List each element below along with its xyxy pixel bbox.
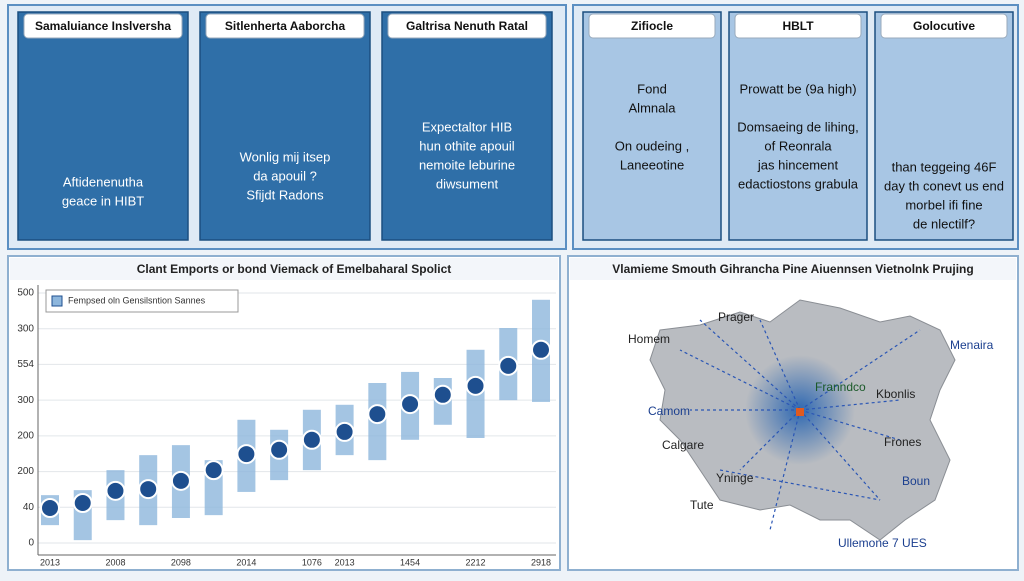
- x-tick-label: 2013: [335, 557, 355, 567]
- x-tick-label: 2013: [40, 557, 60, 567]
- card-text: Aftidenenutha: [63, 174, 144, 189]
- map-label: Yninge: [716, 471, 754, 485]
- dot: [105, 480, 126, 501]
- card-text: Sfijdt Radons: [246, 187, 324, 202]
- dot: [138, 479, 159, 500]
- map-label: Menaira: [950, 338, 994, 352]
- card-header: [880, 13, 1008, 39]
- card-text: Prowatt be (9a high): [739, 81, 856, 96]
- card-text: diwsument: [436, 176, 499, 191]
- x-tick-label: 2014: [236, 557, 256, 567]
- card: [582, 11, 722, 241]
- legend-swatch: [51, 295, 63, 307]
- map-label: Ullemone 7 UES: [838, 536, 927, 550]
- map-label: Tute: [690, 498, 714, 512]
- dot: [170, 470, 191, 491]
- map-label: Camom: [648, 404, 690, 418]
- dot: [236, 444, 257, 465]
- card-text: than teggeing 46F: [892, 159, 997, 174]
- card-header: [205, 13, 365, 39]
- x-tick-label: 2098: [171, 557, 191, 567]
- y-tick-label: 200: [17, 466, 34, 477]
- card-title: Golocutive: [913, 19, 975, 33]
- card-text: de nlectilf?: [913, 216, 975, 231]
- dot: [465, 375, 486, 396]
- card-text: On oudeing ,: [615, 138, 689, 153]
- card-title: Galtrisa Nenuth Ratal: [406, 19, 528, 33]
- card-header: [734, 13, 862, 39]
- card-text: Wonlig mij itsep: [240, 149, 331, 164]
- card: [381, 11, 553, 241]
- card-text: Domsaeing de lihing,: [737, 119, 858, 134]
- map-title: Vlamieme Smouth Gihrancha Pine Aiuennsen…: [612, 262, 973, 276]
- dot: [400, 394, 421, 415]
- dot: [334, 421, 355, 442]
- card-text: Expectaltor HIB: [422, 119, 512, 134]
- card: [874, 11, 1014, 241]
- card: [199, 11, 371, 241]
- y-tick-label: 40: [23, 502, 35, 513]
- card-title: HBLT: [782, 19, 814, 33]
- card-text: Laneeotine: [620, 157, 684, 172]
- chart-title-bar: [10, 258, 558, 280]
- x-tick-label: 2918: [531, 557, 551, 567]
- map-label: Frones: [884, 435, 921, 449]
- card: [728, 11, 868, 241]
- map-label: Homem: [628, 332, 670, 346]
- legend-label: Fempsed oln Gensilsntion Sannes: [68, 295, 206, 305]
- card-header: [588, 13, 716, 39]
- dot: [367, 404, 388, 425]
- dot: [203, 460, 224, 481]
- card-text: da apouil ?: [253, 168, 317, 183]
- dot: [301, 429, 322, 450]
- map-label: Kbonlis: [876, 387, 915, 401]
- card-text: jas hincement: [757, 157, 839, 172]
- y-tick-label: 554: [17, 359, 34, 370]
- card-text: morbel ifi fine: [905, 197, 982, 212]
- dot: [531, 339, 551, 360]
- map-center: [796, 408, 804, 416]
- card-text: nemoite leburine: [419, 157, 515, 172]
- map-label: Calgare: [662, 438, 704, 452]
- card-text: geace in HIBT: [62, 193, 144, 208]
- y-tick-label: 500: [17, 288, 34, 299]
- map-label: Prager: [718, 310, 754, 324]
- card: [17, 11, 189, 241]
- card-title: Zifiocle: [631, 19, 673, 33]
- dot: [72, 493, 93, 513]
- x-tick-label: 2212: [466, 557, 486, 567]
- map-label: Franndco: [815, 380, 866, 394]
- map-label: Boun: [902, 474, 930, 488]
- card-text: of Reonrala: [764, 138, 832, 153]
- x-tick-label: 1076: [302, 557, 322, 567]
- dot: [40, 498, 60, 518]
- card-text: Almnala: [629, 100, 677, 115]
- card-text: hun othite apouil: [419, 138, 515, 153]
- chart-title: Clant Emports or bond Viemack of Emelbah…: [137, 262, 452, 276]
- dot: [432, 384, 453, 405]
- card-header: [23, 13, 183, 39]
- card-text: edactiostons grabula: [738, 176, 859, 191]
- dot: [269, 439, 290, 460]
- x-tick-label: 1454: [400, 557, 420, 567]
- dot: [498, 355, 519, 376]
- x-tick-label: 2008: [105, 557, 125, 567]
- y-tick-label: 200: [17, 430, 34, 441]
- map-art: [649, 299, 956, 541]
- y-tick-label: 300: [17, 323, 34, 334]
- map-title-bar: [570, 258, 1016, 280]
- card-title: Samaluiance Inslversha: [35, 19, 171, 33]
- card-header: [387, 13, 547, 39]
- card-text: Fond: [637, 81, 667, 96]
- y-tick-label: 300: [17, 395, 34, 406]
- card-title: Sitlenherta Aaborcha: [225, 19, 346, 33]
- legend-box: [45, 289, 239, 313]
- map-routes: [679, 319, 921, 531]
- y-tick-label: 0: [28, 538, 34, 549]
- card-text: day th conevt us end: [884, 178, 1004, 193]
